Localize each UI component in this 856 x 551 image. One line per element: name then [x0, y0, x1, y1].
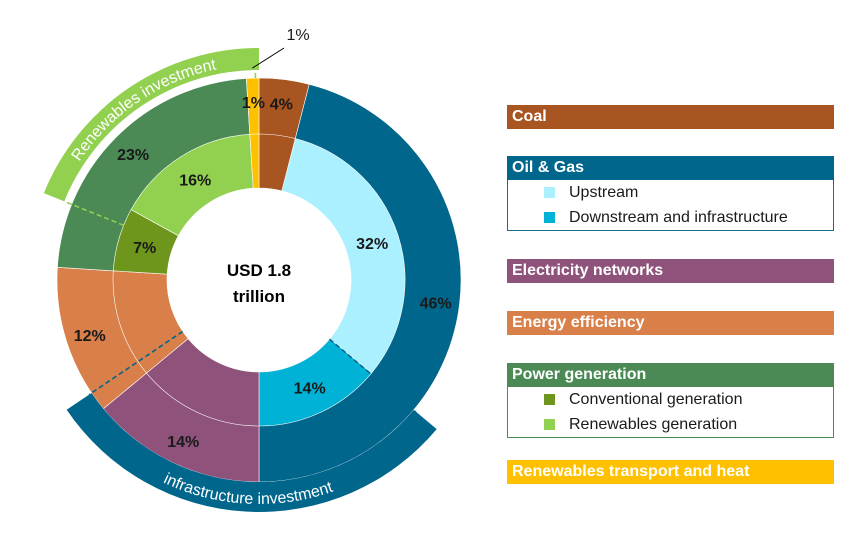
- callout-label: 1%: [286, 27, 309, 44]
- legend-power-label: Power generation: [507, 363, 834, 387]
- center-label-line2: trillion: [233, 287, 285, 306]
- legend-item-upstream-label: Upstream: [569, 183, 639, 201]
- callout-line: [252, 47, 285, 69]
- outer-label-electricity-networks: 14%: [167, 434, 199, 451]
- outer-label-power-generation: 23%: [117, 147, 149, 164]
- legend-item-downstream-label: Downstream and infrastructure: [569, 208, 788, 226]
- legend-efficiency: Energy efficiency: [507, 311, 834, 335]
- legend-item-conventional-label: Conventional generation: [569, 390, 743, 408]
- outer-label-energy-efficiency: 12%: [74, 328, 106, 345]
- legend-networks: Electricity networks: [507, 259, 834, 283]
- legend-efficiency-label: Energy efficiency: [507, 311, 834, 335]
- upstream-swatch: [544, 187, 555, 198]
- legend-coal-label: Coal: [507, 105, 834, 129]
- conventional-swatch: [544, 394, 555, 405]
- legend-item-conventional: Conventional generation: [508, 387, 833, 412]
- legend-renew-transport-label: Renewables transport and heat: [507, 460, 834, 484]
- downstream-swatch: [544, 212, 555, 223]
- inner-label-downstream-and-infrastructure: 14%: [294, 381, 326, 398]
- legend-power-items: Conventional generation Renewables gener…: [507, 387, 834, 438]
- legend-item-renewables-gen: Renewables generation: [508, 412, 833, 437]
- outer-label-renewables-transport-and-heat: 1%: [242, 95, 265, 112]
- infrastructure-dashed-left: [88, 330, 184, 396]
- renewables-dashed-left: [63, 200, 124, 227]
- center-label-line1: USD 1.8: [227, 261, 291, 280]
- labels: 4% 46% 14% 12% 23% 1% 32% 14% 7% 16% 1%: [74, 27, 452, 451]
- inner-label-renewables-generation: 16%: [179, 173, 211, 190]
- center-hole: [167, 188, 351, 372]
- renewables-arc-band: [43, 48, 260, 202]
- legend-networks-label: Electricity networks: [507, 259, 834, 283]
- legend-renew-transport: Renewables transport and heat: [507, 460, 834, 484]
- inner-slice-upstream: [281, 138, 406, 374]
- legend-item-renewables-gen-label: Renewables generation: [569, 415, 738, 433]
- legend-oil-gas-items: Upstream Downstream and infrastructure: [507, 180, 834, 231]
- renewables-gen-swatch: [544, 419, 555, 430]
- legend-coal: Coal: [507, 105, 834, 129]
- inner-ring: [112, 133, 406, 427]
- inner-label-upstream: 32%: [356, 236, 388, 253]
- legend-oil-gas-label: Oil & Gas: [507, 156, 834, 180]
- legend-power: Power generation Conventional generation…: [507, 363, 834, 438]
- legend-item-downstream: Downstream and infrastructure: [508, 205, 833, 230]
- infrastructure-arc-band: [66, 392, 437, 512]
- infrastructure-dashed-right: [328, 338, 417, 413]
- outer-ring: [56, 77, 462, 483]
- outer-label-coal: 4%: [270, 96, 293, 113]
- legend-oil-gas: Oil & Gas Upstream Downstream and infras…: [507, 156, 834, 231]
- outer-label-oil-gas: 46%: [420, 295, 452, 312]
- legend-item-upstream: Upstream: [508, 180, 833, 205]
- inner-label-conventional-generation: 7%: [133, 240, 156, 257]
